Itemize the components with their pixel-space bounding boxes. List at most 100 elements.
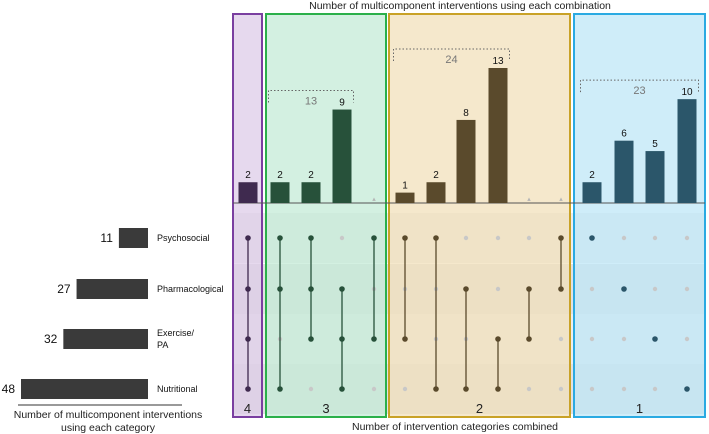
matrix-dot-inactive [652, 386, 658, 392]
matrix-dot-inactive [463, 235, 469, 241]
category-label: PA [157, 340, 168, 350]
matrix-dot-inactive [621, 336, 627, 342]
matrix-dot-active [463, 386, 469, 392]
total-bracket-label: 23 [633, 85, 645, 97]
group-panels: 4 3 2 1 [232, 13, 706, 418]
intersection-value-label: 2 [277, 170, 283, 181]
intersection-value-label: 2 [589, 170, 595, 181]
matrix-dot-inactive [652, 286, 658, 292]
intersection-bar [270, 182, 290, 203]
matrix-dot-active [339, 286, 345, 292]
intersection-bar [488, 68, 508, 203]
matrix-dot-active [433, 386, 439, 392]
top-axis-title: Number of multicomponent interventions u… [309, 0, 611, 12]
matrix-dot-active [308, 235, 314, 241]
matrix-dot-active [277, 386, 283, 392]
set-axis-title-line2: using each category [61, 422, 156, 434]
intersection-bar [301, 182, 321, 203]
group-label-1: 1 [636, 401, 643, 416]
matrix-dot-active [371, 336, 377, 342]
group-label-2: 2 [476, 401, 483, 416]
matrix-dot-active [371, 235, 377, 241]
set-size-bar [118, 228, 148, 248]
matrix-dot-inactive [495, 286, 501, 292]
matrix-dot-inactive [526, 235, 532, 241]
matrix-dot-active [308, 336, 314, 342]
total-bracket-label: 13 [305, 96, 317, 108]
matrix-dot-active [526, 336, 532, 342]
matrix-dot-active [495, 336, 501, 342]
intersection-value-label: 9 [339, 98, 345, 109]
intersection-value-label: 1 [402, 181, 408, 192]
matrix-dot-active [245, 336, 251, 342]
matrix-dot-active [589, 235, 595, 241]
matrix-dot-active [339, 336, 345, 342]
matrix-dot-inactive [371, 386, 377, 392]
total-bracket [393, 48, 510, 61]
intersection-bar [395, 192, 415, 203]
group-label-3: 3 [322, 401, 329, 416]
set-axis-title-line1: Number of multicomponent interventions [14, 409, 203, 421]
matrix-dot-active [684, 386, 690, 392]
intersection-value-label: 13 [492, 56, 504, 67]
intersection-bar [426, 182, 446, 203]
matrix-dot-active [433, 235, 439, 241]
intersection-bar [456, 119, 476, 203]
intersection-bar [645, 151, 665, 203]
set-size-value-label: 11 [100, 231, 113, 245]
matrix-dot-active [339, 386, 345, 392]
group-label-4: 4 [244, 401, 251, 416]
matrix-dot-inactive [684, 286, 690, 292]
matrix-dot-inactive [621, 235, 627, 241]
set-size-bar [21, 379, 148, 399]
intersection-bars: 2 2 2 9 ▴ 1 2 8 13 ▴ ▴ 2 6 5 10 [233, 56, 705, 204]
matrix-dot-active [245, 286, 251, 292]
category-label: Exercise/ [157, 328, 195, 338]
intersection-bar [582, 182, 602, 203]
total-brackets: 13 24 23 [268, 48, 699, 108]
matrix-dot-inactive [684, 235, 690, 241]
matrix-dot-inactive [589, 336, 595, 342]
intersection-zero-mark: ▴ [527, 196, 531, 203]
matrix-dot-active [277, 286, 283, 292]
total-bracket-label: 24 [445, 54, 457, 66]
matrix-dot-active [526, 286, 532, 292]
matrix-dot-inactive [308, 386, 314, 392]
intersection-value-label: 10 [681, 87, 693, 98]
intersection-value-label: 2 [433, 170, 439, 181]
matrix-dot-active [245, 235, 251, 241]
set-size-value-label: 32 [44, 332, 58, 346]
group-panel-2 [388, 13, 571, 418]
intersection-bar [332, 109, 352, 203]
set-size-bars: 11 Psychosocial 27 Pharmacological 32 Exercis… [2, 228, 224, 399]
group-panel-1 [573, 13, 706, 418]
combination-matrix [245, 235, 690, 392]
matrix-dot-active [495, 386, 501, 392]
total-bracket [268, 90, 354, 103]
intersection-bar [614, 140, 634, 203]
set-size-bar [76, 279, 148, 299]
matrix-dot-inactive [402, 386, 408, 392]
matrix-dot-active [652, 336, 658, 342]
category-label: Nutritional [157, 384, 198, 394]
intersection-bar [238, 182, 258, 203]
matrix-dot-inactive [589, 286, 595, 292]
set-size-value-label: 48 [2, 382, 16, 396]
total-bracket [580, 79, 699, 93]
intersection-value-label: 2 [245, 170, 251, 181]
matrix-dot-active [621, 286, 627, 292]
matrix-dot-inactive [652, 235, 658, 241]
bottom-axis-title: Number of intervention categories combin… [352, 421, 558, 433]
matrix-dot-inactive [339, 235, 345, 241]
matrix-dot-inactive [558, 336, 564, 342]
matrix-dot-inactive [684, 336, 690, 342]
matrix-dot-active [558, 235, 564, 241]
matrix-dot-inactive [589, 386, 595, 392]
intersection-zero-mark: ▴ [559, 196, 563, 203]
matrix-dot-active [463, 286, 469, 292]
matrix-dot-active [402, 336, 408, 342]
intersection-value-label: 5 [652, 139, 658, 150]
matrix-dot-inactive [526, 386, 532, 392]
set-size-bar [63, 329, 149, 349]
